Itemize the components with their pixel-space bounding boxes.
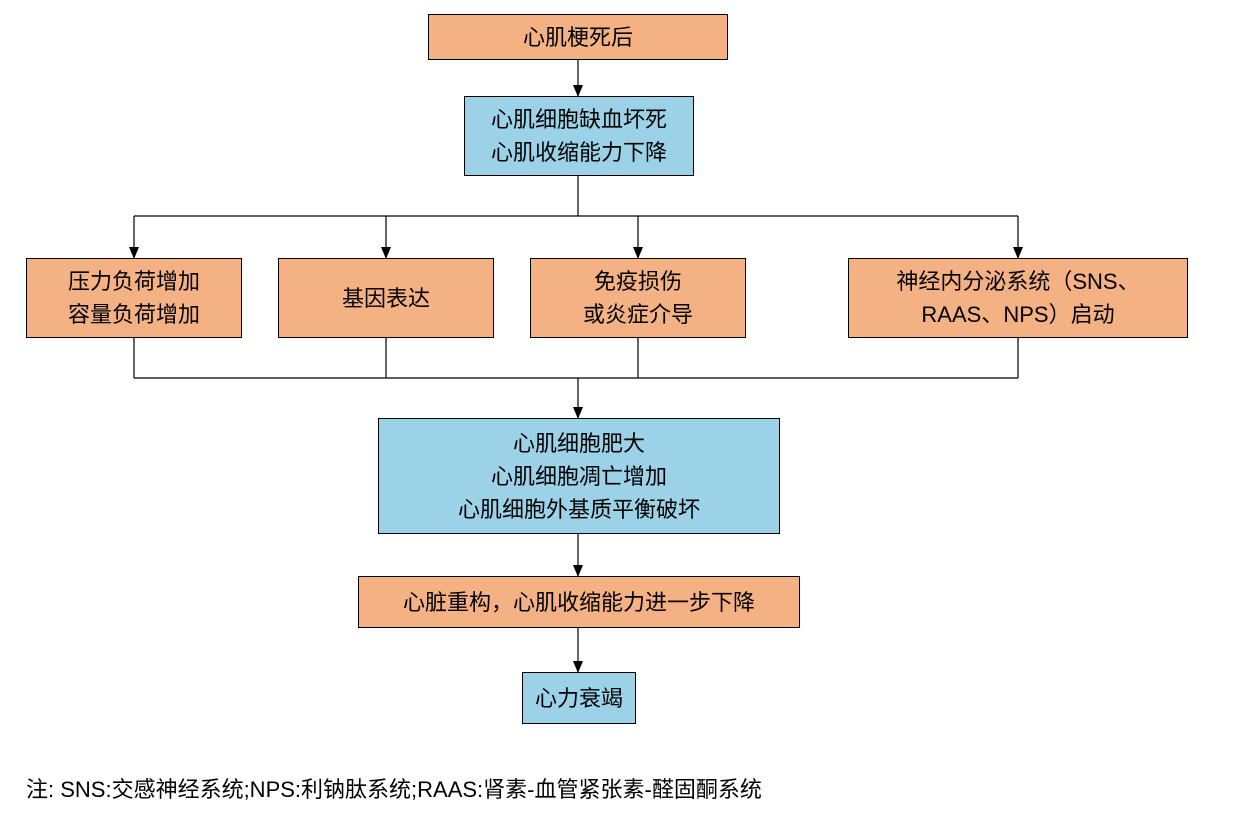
node-n3: 压力负荷增加 容量负荷增加 [26,258,242,338]
footnote: 注: SNS:交感神经系统;NPS:利钠肽系统;RAAS:肾素-血管紧张素-醛固… [26,772,762,804]
footnote-text: 注: SNS:交感神经系统;NPS:利钠肽系统;RAAS:肾素-血管紧张素-醛固… [26,777,762,802]
node-line: 神经内分泌系统（SNS、 [896,265,1139,298]
node-line: 压力负荷增加 [68,265,200,298]
node-line: 免疫损伤 [594,265,682,298]
node-n7: 心肌细胞肥大 心肌细胞凋亡增加 心肌细胞外基质平衡破坏 [378,418,780,534]
node-n6: 神经内分泌系统（SNS、 RAAS、NPS）启动 [848,258,1188,338]
node-line: 心脏重构，心肌收缩能力进一步下降 [403,586,755,619]
node-line: 心肌细胞凋亡增加 [491,460,667,493]
node-n8: 心脏重构，心肌收缩能力进一步下降 [358,576,800,628]
node-n1: 心肌梗死后 [428,14,728,60]
node-line: 容量负荷增加 [68,298,200,331]
node-line: 或炎症介导 [583,298,693,331]
node-line: RAAS、NPS）启动 [921,298,1114,331]
node-line: 心肌细胞肥大 [513,427,645,460]
node-line: 基因表达 [342,282,430,315]
node-n5: 免疫损伤 或炎症介导 [530,258,746,338]
node-line: 心肌细胞外基质平衡破坏 [458,493,700,526]
node-n2: 心肌细胞缺血坏死 心肌收缩能力下降 [464,96,694,176]
node-line: 心肌梗死后 [523,21,633,54]
node-n9: 心力衰竭 [522,672,636,724]
node-line: 心肌收缩能力下降 [491,136,667,169]
node-n4: 基因表达 [278,258,494,338]
node-line: 心力衰竭 [535,682,623,715]
node-line: 心肌细胞缺血坏死 [491,103,667,136]
